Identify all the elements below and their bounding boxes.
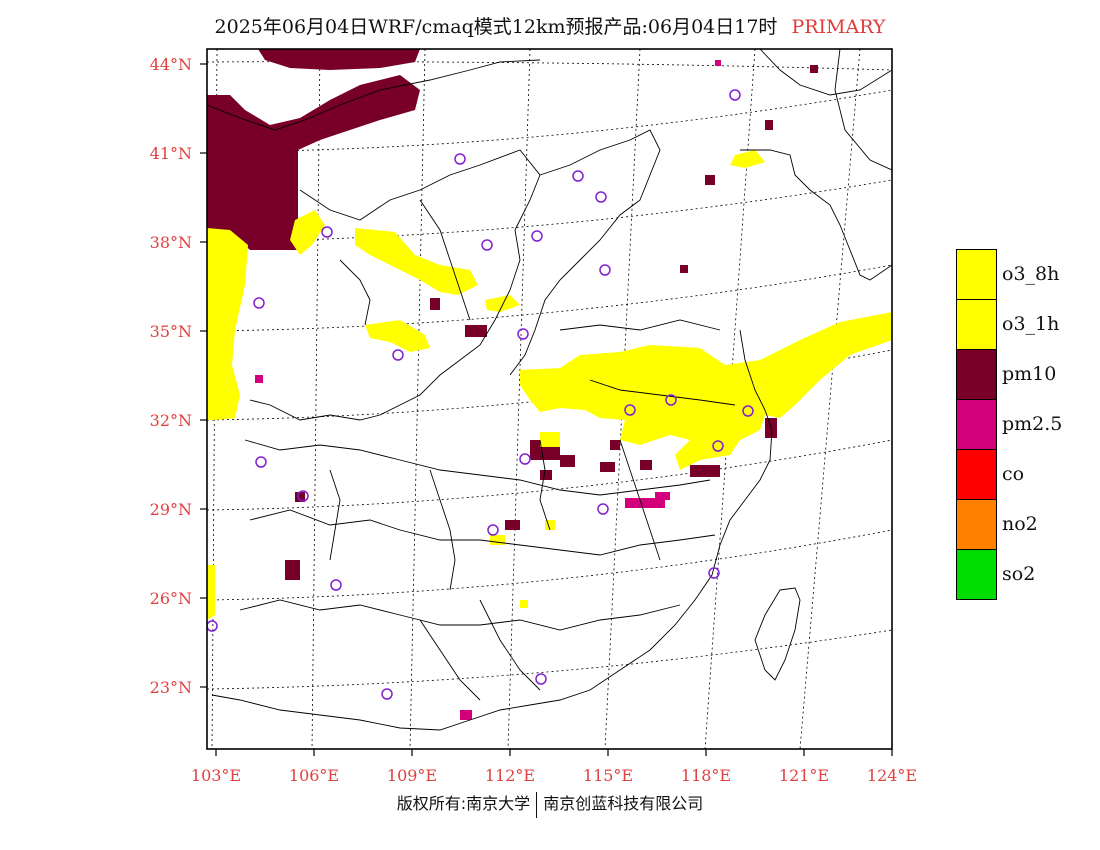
city-markers	[207, 89, 754, 700]
lon-label: 106°E	[288, 766, 340, 785]
lon-label: 109°E	[386, 766, 438, 785]
boundaries	[207, 49, 892, 731]
primary-badge: PRIMARY	[791, 16, 886, 38]
lat-label: 23°N	[149, 678, 192, 697]
copyright-right: 南京创蓝科技有限公司	[543, 794, 704, 813]
legend-label: pm10	[1002, 363, 1057, 385]
lat-label: 32°N	[149, 411, 192, 430]
map-title: 2025年06月04日WRF/cmaq模式12km预报产品:06月04日17时 P…	[0, 12, 1100, 39]
legend-label: o3_1h	[1002, 313, 1060, 335]
lat-label: 29°N	[149, 500, 192, 519]
pm10-regions	[207, 49, 818, 580]
copyright-footer: 版权所有:南京大学 南京创蓝科技有限公司	[0, 790, 1100, 818]
legend-swatch	[956, 449, 997, 500]
legend-label: co	[1002, 463, 1025, 485]
pm25-regions	[255, 60, 721, 720]
lat-label: 35°N	[149, 322, 192, 341]
o3-regions	[207, 150, 892, 620]
lat-label: 44°N	[149, 55, 192, 74]
lon-label: 115°E	[582, 766, 634, 785]
title-text: 2025年06月04日WRF/cmaq模式12km预报产品:06月04日17时	[214, 16, 778, 38]
map-frame	[206, 48, 893, 750]
lon-label: 121°E	[778, 766, 830, 785]
legend-label: o3_8h	[1002, 263, 1060, 285]
lon-label: 118°E	[680, 766, 732, 785]
footer-separator	[536, 791, 538, 818]
legend-swatch	[956, 549, 997, 600]
lat-label: 26°N	[149, 589, 192, 608]
legend-swatch	[956, 299, 997, 350]
lon-label: 103°E	[190, 766, 242, 785]
axis-ticks	[200, 63, 893, 756]
lon-label: 112°E	[484, 766, 536, 785]
legend-swatch	[956, 349, 997, 400]
legend-swatch	[956, 249, 997, 300]
lat-label: 41°N	[149, 144, 192, 163]
copyright-left: 版权所有:南京大学	[396, 794, 531, 813]
legend-label: pm2.5	[1002, 413, 1063, 435]
legend-swatch	[956, 399, 997, 450]
legend-label: no2	[1002, 513, 1038, 535]
legend-swatch	[956, 499, 997, 550]
legend-label: so2	[1002, 563, 1036, 585]
lon-label: 124°E	[866, 766, 918, 785]
lat-label: 38°N	[149, 233, 192, 252]
